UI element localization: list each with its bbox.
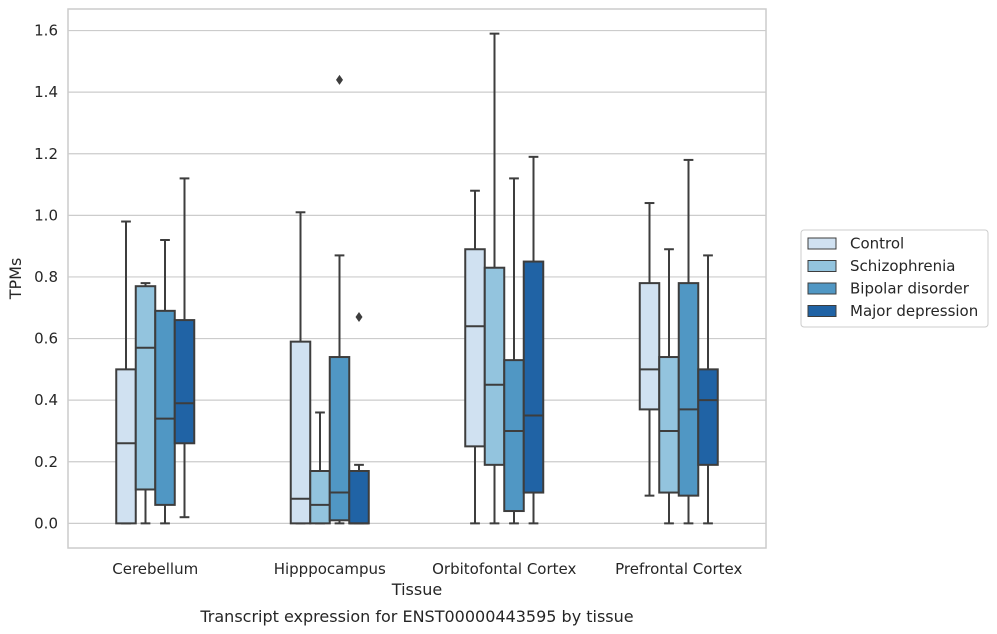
box	[154, 239, 176, 525]
box-iqr	[134, 285, 157, 491]
legend-frame	[800, 229, 989, 328]
box	[697, 254, 719, 525]
y-tick-label: 1.4	[34, 83, 58, 101]
box-iqr	[464, 248, 486, 448]
box-iqr	[154, 309, 176, 506]
box-group	[115, 177, 196, 525]
y-tick-label: 0.6	[34, 330, 58, 348]
box-group	[638, 158, 719, 525]
box-group	[289, 74, 370, 525]
x-axis-label: Tissue	[391, 580, 442, 599]
legend-label: Bipolar disorder	[850, 280, 970, 298]
y-tick-labels: 0.0 0.2 0.4 0.6 0.8 1.0 1.2 1.4 1.6	[34, 22, 58, 533]
legend: Control Schizophrenia Bipolar disorder Majo…	[800, 229, 989, 328]
legend-swatch	[807, 260, 837, 272]
legend-label: Control	[850, 235, 904, 253]
legend-swatch	[807, 282, 837, 295]
plot-frame	[67, 8, 767, 549]
y-tick-label: 1.2	[34, 145, 58, 163]
box	[677, 158, 700, 525]
box	[522, 155, 545, 525]
box	[309, 411, 331, 525]
x-tick-label: Cerebellum	[112, 560, 198, 578]
box	[483, 32, 506, 525]
box-groups	[115, 32, 719, 525]
box-iqr	[328, 356, 351, 522]
box	[348, 312, 370, 525]
box-iqr	[638, 282, 661, 411]
box-iqr	[677, 282, 700, 497]
chart-caption: Transcript expression for ENST0000044359…	[199, 607, 633, 626]
y-tick-label: 0.2	[34, 453, 58, 471]
legend-swatch	[807, 305, 837, 317]
outlier-point	[336, 74, 343, 85]
box-iqr	[115, 368, 137, 525]
y-tick-label: 0.8	[34, 268, 58, 286]
box	[503, 177, 525, 525]
box	[464, 189, 486, 525]
box	[115, 220, 137, 525]
box-iqr	[658, 356, 680, 494]
box-iqr	[522, 260, 545, 494]
legend-swatch	[807, 237, 837, 250]
box	[134, 282, 157, 525]
box	[638, 202, 661, 497]
y-tick-label: 1.0	[34, 206, 58, 224]
box-iqr	[348, 470, 370, 525]
y-tick-label: 0.0	[34, 514, 58, 532]
box-iqr	[697, 368, 719, 466]
box-group	[464, 32, 545, 525]
box	[289, 211, 312, 525]
x-tick-label: Prefrontal Cortex	[615, 560, 742, 578]
y-tick-label: 1.6	[34, 22, 58, 40]
y-tick-label: 0.4	[34, 391, 58, 409]
outlier-point	[355, 312, 363, 322]
box-iqr	[483, 266, 506, 466]
legend-label: Schizophrenia	[850, 257, 955, 275]
legend-label: Major depression	[850, 302, 978, 320]
x-tick-label: Hipppocampus	[274, 560, 386, 578]
x-tick-label: Orbitofontal Cortex	[432, 560, 576, 578]
y-axis-label: TPMs	[6, 258, 25, 301]
box-iqr	[289, 340, 312, 525]
box	[658, 248, 680, 525]
box-iqr	[503, 359, 525, 513]
box	[173, 177, 196, 519]
x-tick-labels: Cerebellum Hipppocampus Orbitofontal Corte…	[112, 560, 742, 578]
box-iqr	[173, 319, 196, 445]
box-iqr	[309, 470, 331, 525]
box	[328, 74, 351, 525]
